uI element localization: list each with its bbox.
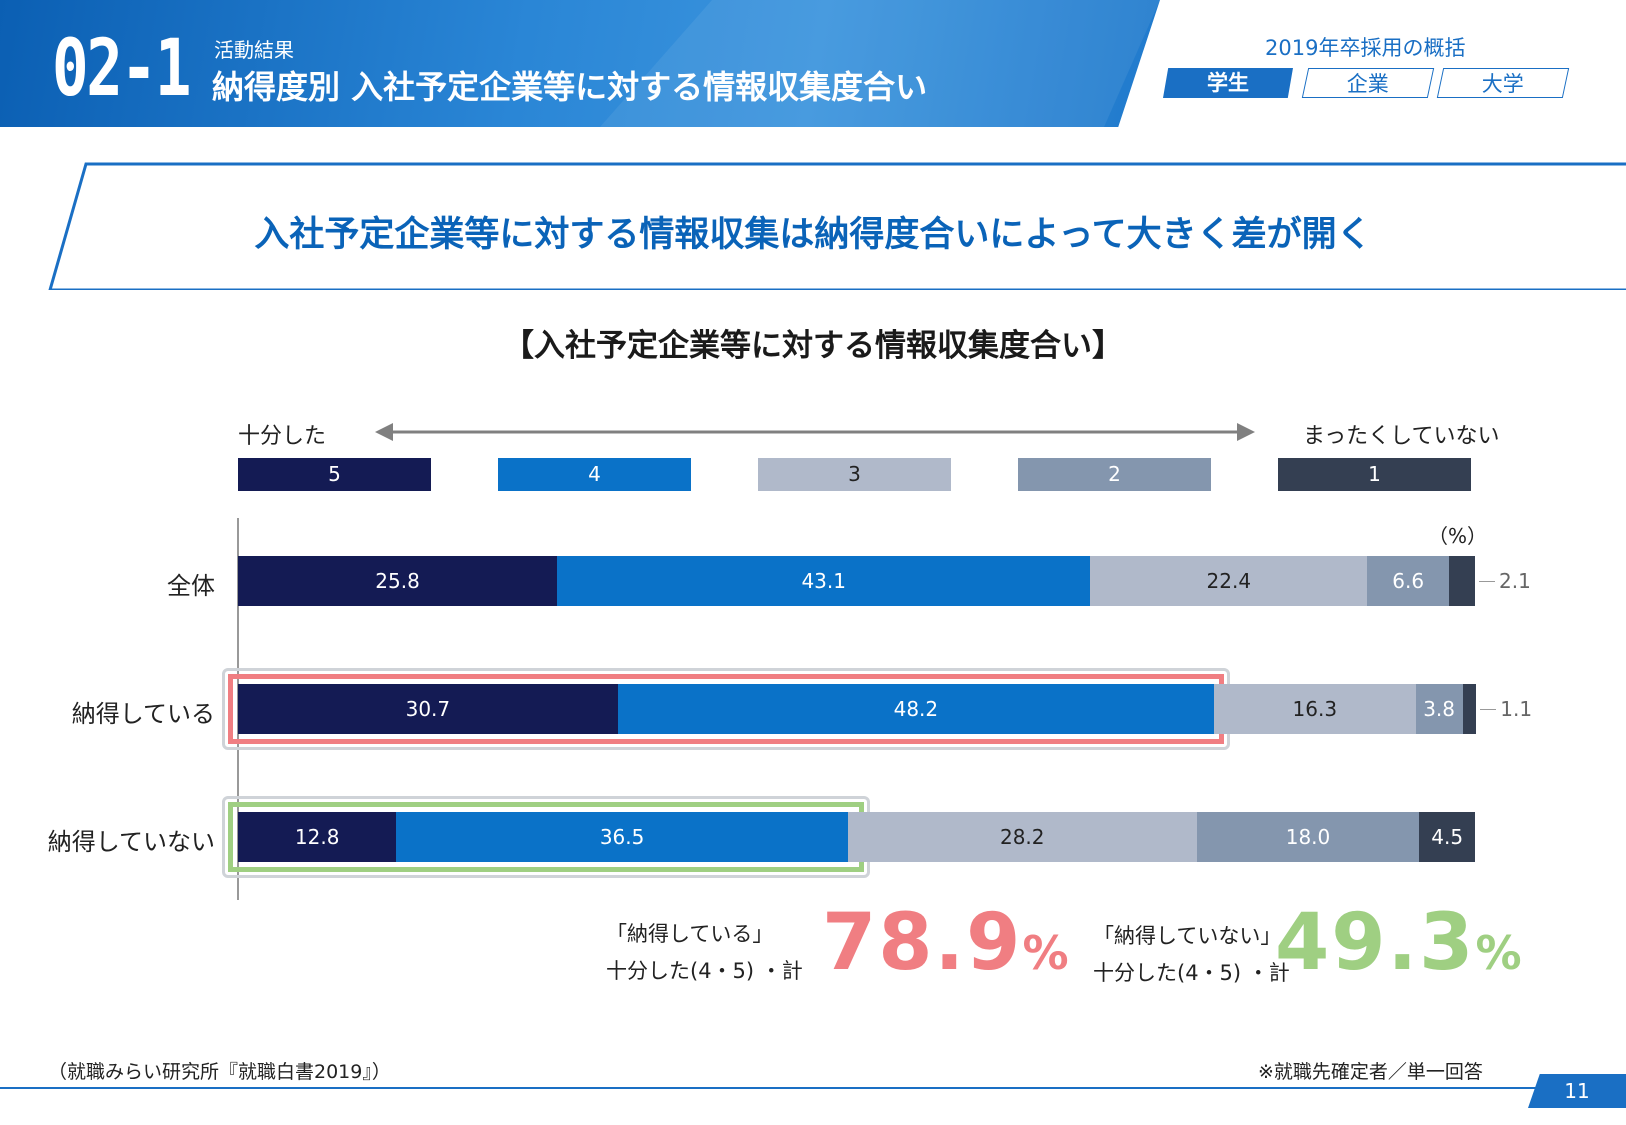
legend-item-5: 5 xyxy=(238,458,431,491)
scale-right-label: まったくしていない xyxy=(1303,424,1500,449)
bar-value-label: 25.8 xyxy=(375,569,420,593)
legend-item-3: 3 xyxy=(758,458,951,491)
tab-company-label: 企業 xyxy=(1346,72,1389,96)
row-label-all: 全体 xyxy=(167,572,215,600)
bar-value-label: 18.0 xyxy=(1285,825,1331,849)
bar-segment-row0-level1 xyxy=(1449,556,1475,606)
unit-label: （%） xyxy=(1428,524,1488,548)
bar-segment-row1-level2 xyxy=(1415,684,1463,734)
summary-satisfied-value: 78.9% xyxy=(822,898,1069,988)
legend-item-4: 4 xyxy=(498,458,691,491)
bar-value-label: 28.2 xyxy=(999,825,1045,849)
summary-satisfied-label: 十分した(4・5) ・計 xyxy=(606,959,803,983)
scale-left-label: 十分した xyxy=(238,424,327,449)
bar-value-label: 6.6 xyxy=(1392,569,1425,593)
bar-value-label: 4.5 xyxy=(1431,825,1464,849)
row-label-unsatisfied: 納得していない xyxy=(47,828,215,856)
legend-item-1: 1 xyxy=(1278,458,1471,491)
bar-value-leader xyxy=(1479,581,1495,582)
summary-satisfied-number: 78.9 xyxy=(822,898,1023,988)
summary-unsatisfied-value: 49.3% xyxy=(1275,898,1522,988)
legend-item-2: 2 xyxy=(1018,458,1211,491)
footnote: ※就職先確定者／単一回答 xyxy=(1258,1061,1483,1083)
tab-university-label: 大学 xyxy=(1481,72,1524,96)
bar-segment-row0-level3 xyxy=(1090,556,1368,606)
page-title: 納得度別 入社予定企業等に対する情報収集度合い xyxy=(212,68,928,106)
tab-university[interactable]: 大学 xyxy=(1436,68,1570,98)
headline: 入社予定企業等に対する情報収集は納得度合いによって大きく差が開く xyxy=(254,215,1372,255)
summary-unsatisfied-label: 十分した(4・5) ・計 xyxy=(1093,961,1290,985)
bar-value-leader xyxy=(1480,709,1497,710)
bar-segment-row2-level1 xyxy=(1419,812,1475,862)
summary-satisfied-unit: % xyxy=(1022,926,1069,980)
chart-title: 【入社予定企業等に対する情報収集度合い】 xyxy=(503,328,1123,364)
scale-arrow xyxy=(375,423,1255,441)
bar-segment-row2-level3 xyxy=(847,812,1197,862)
tab-student[interactable]: 学生 xyxy=(1163,68,1293,98)
row-label-satisfied: 納得している xyxy=(71,700,215,728)
summary-unsatisfied-unit: % xyxy=(1475,926,1522,980)
bar-segment-row1-level1 xyxy=(1462,684,1477,734)
source-citation: （就職みらい研究所『就職白書2019』） xyxy=(48,1061,391,1083)
bar-segment-row0-level5 xyxy=(238,556,558,606)
bar-segment-row1-level3 xyxy=(1213,684,1416,734)
bar-value-label: 1.1 xyxy=(1500,697,1533,721)
bar-value-label: 3.8 xyxy=(1423,697,1456,721)
summary-satisfied-group: 「納得している」 xyxy=(606,922,774,946)
bar-segment-row0-level2 xyxy=(1367,556,1450,606)
headline-frame xyxy=(48,162,1626,290)
tab-company[interactable]: 企業 xyxy=(1301,68,1435,98)
overview-label: 2019年卒採用の概括 xyxy=(1265,36,1466,60)
bar-value-label: 2.1 xyxy=(1499,569,1531,593)
summary-unsatisfied-group: 「納得していない」 xyxy=(1093,924,1282,948)
page-number: 11 xyxy=(1528,1074,1626,1108)
header-kicker: 活動結果 xyxy=(214,38,294,62)
bar-segment-row2-level2 xyxy=(1196,812,1420,862)
highlight-frame-satisfied xyxy=(228,674,1224,744)
highlight-frame-unsatisfied xyxy=(228,802,864,872)
bar-value-label: 22.4 xyxy=(1206,569,1252,593)
bar-value-label: 16.3 xyxy=(1292,697,1338,721)
footer-divider xyxy=(0,1087,1626,1089)
section-number: 02-1 xyxy=(52,24,191,114)
bar-segment-row0-level4 xyxy=(557,556,1091,606)
summary-unsatisfied-number: 49.3 xyxy=(1275,898,1476,988)
bar-value-label: 43.1 xyxy=(801,569,846,593)
header-band xyxy=(0,0,1160,127)
